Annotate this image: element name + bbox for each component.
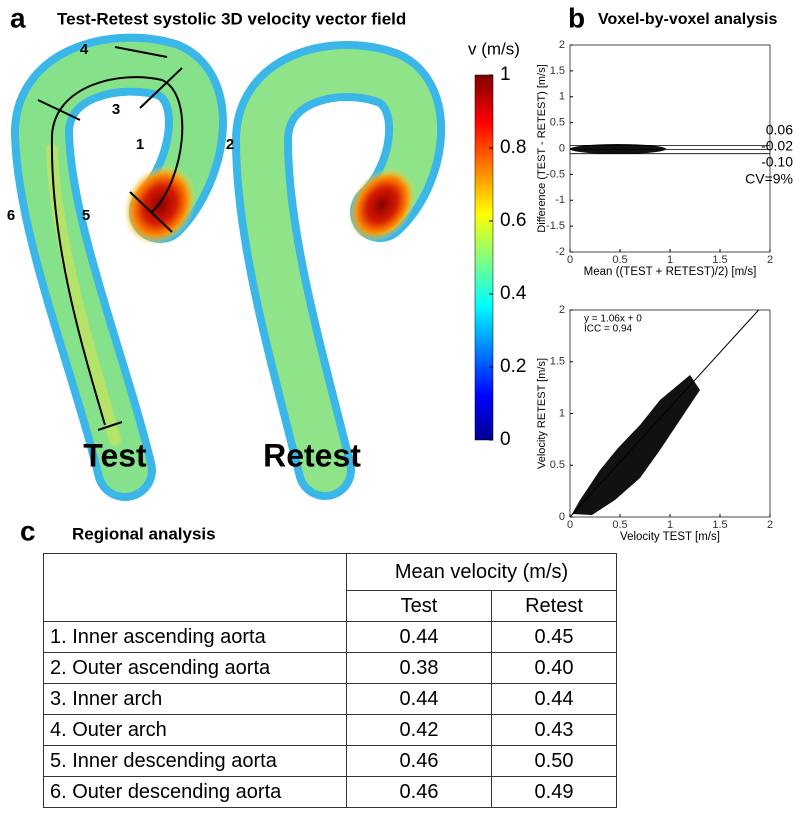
x-tick-label: 0.5 — [612, 254, 627, 266]
region-cell: 2. Outer ascending aorta — [43, 652, 347, 684]
image-label: Test — [83, 437, 147, 473]
panel-letter: b — [568, 2, 585, 33]
colorbar-label: v (m/s) — [468, 39, 520, 58]
x-tick-label: 1.5 — [712, 254, 727, 266]
agreement-label: -0.10 — [761, 154, 793, 170]
region-number: 3 — [112, 101, 120, 118]
y-axis-label: Velocity RETEST [m/s] — [536, 358, 548, 469]
region-cell: 4. Outer arch — [43, 714, 347, 746]
y-tick-label: 2 — [559, 304, 565, 316]
x-axis-label: Velocity TEST [m/s] — [620, 531, 720, 543]
annotation: y = 1.06x + 0 — [584, 314, 642, 325]
x-tick-label: 1 — [667, 254, 673, 266]
point-cloud — [570, 144, 666, 154]
column-header: Test — [346, 590, 492, 622]
header-row: Mean velocity (m/s) — [43, 553, 617, 622]
colorbar-tick-label: 1 — [500, 64, 511, 85]
region-cell: 6. Outer descending aorta — [43, 776, 347, 808]
value-cell: 0.46 — [346, 745, 492, 777]
x-tick-label: 0.5 — [612, 519, 627, 531]
y-tick-label: 0 — [559, 142, 565, 154]
value-cell: 0.45 — [491, 621, 617, 653]
colorbar-tick-label: 0.8 — [500, 137, 526, 158]
value-cell: 0.43 — [491, 714, 617, 746]
table-row: 5. Inner descending aorta 0.46 0.50 — [43, 745, 617, 777]
value-cell: 0.49 — [491, 776, 617, 808]
y-tick-label: -1 — [555, 194, 565, 206]
y-tick-label: 0.5 — [550, 117, 565, 129]
table-row: 3. Inner arch 0.44 0.44 — [43, 683, 617, 715]
fit-line — [569, 309, 760, 518]
y-axis-label: Difference (TEST - RETEST) [m/s] — [536, 64, 548, 232]
regional-table: Mean velocity (m/s) Test Retest 1. Inner… — [43, 553, 617, 808]
value-cell: 0.38 — [346, 652, 492, 684]
panel-title: Test-Retest systolic 3D velocity vector … — [57, 9, 406, 28]
annotation: ICC = 0.94 — [584, 324, 633, 335]
y-tick-label: -1.5 — [546, 220, 565, 232]
value-cell: 0.42 — [346, 714, 492, 746]
y-tick-label: 0 — [559, 511, 565, 523]
column-header: Retest — [491, 590, 617, 622]
y-tick-label: 0.5 — [550, 459, 565, 471]
header-row: Test Retest — [44, 590, 617, 622]
table-row: 4. Outer arch 0.42 0.43 — [43, 714, 617, 746]
aorta-retest — [231, 41, 446, 500]
table-row: 1. Inner ascending aorta 0.44 0.45 — [43, 621, 617, 653]
colorbar — [474, 74, 494, 441]
x-tick-label: 0 — [567, 254, 573, 266]
region-cell: 1. Inner ascending aorta — [43, 621, 347, 653]
colorbar-tick-label: 0.4 — [500, 283, 527, 304]
region-number: 4 — [80, 41, 89, 58]
y-tick-label: 1 — [559, 407, 565, 419]
y-tick-label: 1.5 — [550, 65, 565, 77]
panel-letter: a — [10, 2, 26, 33]
value-cell: 0.50 — [491, 745, 617, 777]
region-number: 1 — [136, 136, 144, 153]
region-number: 5 — [82, 207, 90, 224]
x-tick-label: 1.5 — [712, 519, 727, 531]
group-header: Mean velocity (m/s) — [346, 553, 617, 591]
table-row: 2. Outer ascending aorta 0.38 0.40 — [43, 652, 617, 684]
x-tick-label: 2 — [767, 519, 773, 531]
y-tick-label: -0.5 — [546, 168, 565, 180]
y-tick-label: -2 — [555, 246, 565, 258]
region-cell: 5. Inner descending aorta — [43, 745, 347, 777]
panel-title: Regional analysis — [72, 524, 216, 543]
x-tick-label: 1 — [667, 519, 673, 531]
table-row: 6. Outer descending aorta 0.46 0.49 — [43, 776, 617, 808]
value-cell: 0.40 — [491, 652, 617, 684]
value-cell: 0.44 — [491, 683, 617, 715]
agreement-label: -0.02 — [761, 138, 793, 154]
empty-cell — [43, 553, 347, 622]
y-tick-label: 1.5 — [550, 356, 565, 368]
agreement-label: 0.06 — [766, 122, 793, 138]
x-tick-label: 0 — [567, 519, 573, 531]
colorbar-tick-label: 0.2 — [500, 356, 526, 377]
region-cell: 3. Inner arch — [43, 683, 347, 715]
value-cell: 0.46 — [346, 776, 492, 808]
value-cell: 0.44 — [346, 621, 492, 653]
image-label: Retest — [263, 437, 361, 473]
region-number: 2 — [226, 136, 234, 153]
x-axis-label: Mean ((TEST + RETEST)/2) [m/s] — [584, 266, 757, 278]
y-tick-label: 2 — [559, 39, 565, 51]
colorbar-tick-label: 0.6 — [500, 210, 526, 231]
y-tick-label: 1 — [559, 91, 565, 103]
aorta-test — [11, 33, 227, 501]
region-number: 6 — [7, 207, 15, 224]
panel-title: Voxel-by-voxel analysis — [598, 11, 777, 28]
colorbar-tick-label: 0 — [500, 429, 511, 450]
x-tick-label: 2 — [767, 254, 773, 266]
annotation: CV=9% — [745, 171, 793, 187]
value-cell: 0.44 — [346, 683, 492, 715]
panel-letter: c — [20, 515, 36, 546]
